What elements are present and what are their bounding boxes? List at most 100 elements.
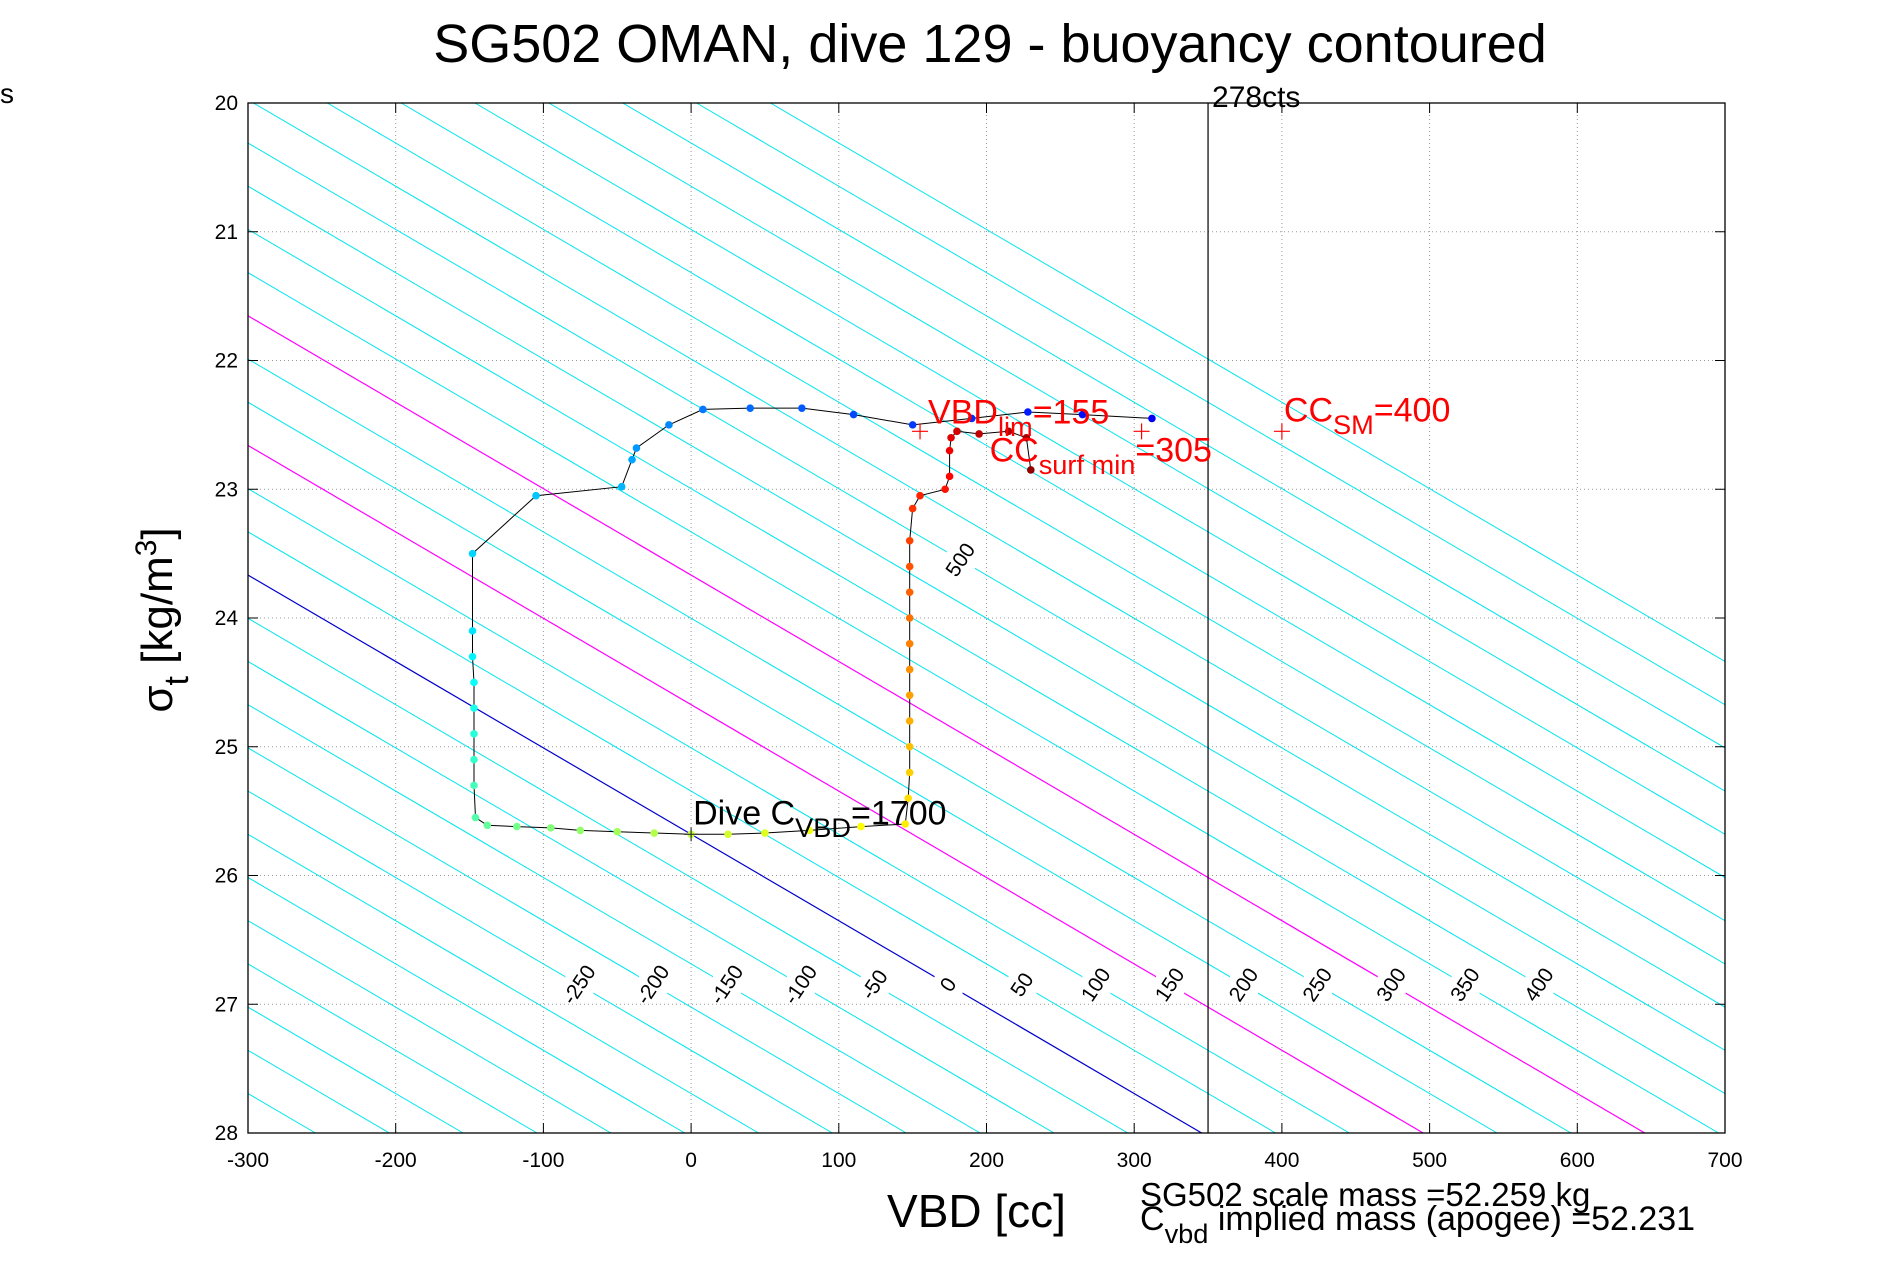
contour-line bbox=[622, 103, 1725, 749]
dive-point bbox=[941, 485, 949, 494]
dive-point bbox=[576, 826, 585, 835]
implied-mass-text: Cvbd implied mass (apogee) =52.231 bbox=[1140, 1200, 1695, 1249]
dive-point bbox=[665, 421, 673, 429]
dive-point bbox=[617, 482, 626, 491]
dive-point bbox=[513, 822, 521, 831]
contour-label-bg bbox=[1229, 970, 1258, 999]
contour-line bbox=[248, 660, 1055, 1133]
dive-point bbox=[975, 430, 983, 438]
dive-point bbox=[471, 813, 480, 822]
contour-line bbox=[696, 103, 1725, 706]
dive-point bbox=[546, 824, 555, 832]
dive-point bbox=[945, 446, 954, 455]
dive-point bbox=[532, 491, 540, 500]
dive-point bbox=[1078, 410, 1087, 419]
x-tick-label: 700 bbox=[1707, 1149, 1742, 1172]
chart-title: SG502 OMAN, dive 129 - buoyancy contoure… bbox=[433, 14, 1547, 74]
y-tick-label: 23 bbox=[215, 478, 238, 501]
contour-line bbox=[248, 833, 759, 1133]
x-axis-label: VBD [cc] bbox=[887, 1185, 1066, 1237]
dive-point bbox=[908, 504, 917, 513]
contour-line bbox=[248, 488, 1350, 1133]
dive-point bbox=[805, 826, 814, 835]
contour-line bbox=[248, 142, 1725, 1008]
contour-line bbox=[548, 103, 1725, 792]
contour-label-bg bbox=[1377, 970, 1406, 999]
dive-point bbox=[470, 781, 478, 790]
y-tick-label: 21 bbox=[215, 221, 238, 244]
dive-point bbox=[1022, 433, 1031, 442]
contour-label-bg bbox=[946, 546, 975, 575]
y-tick-label: 24 bbox=[215, 607, 239, 630]
dive-point bbox=[1148, 414, 1156, 423]
dive-point bbox=[699, 405, 707, 414]
scale-mass-text: SG502 scale mass =52.259 kg bbox=[1140, 1176, 1590, 1213]
contour-label-bg bbox=[565, 970, 594, 999]
y-tick-label: 26 bbox=[215, 865, 238, 888]
dive-point bbox=[724, 830, 732, 839]
x-tick-label: 0 bbox=[685, 1149, 697, 1172]
dive-point bbox=[905, 562, 914, 571]
dive-point bbox=[905, 768, 914, 777]
contour-line bbox=[248, 790, 833, 1133]
y-tick-label: 28 bbox=[215, 1122, 238, 1145]
x-tick-label: -200 bbox=[375, 1149, 417, 1172]
x-tick-label: 300 bbox=[1117, 1149, 1152, 1172]
y-tick-label: 25 bbox=[215, 736, 238, 759]
dive-point bbox=[953, 427, 961, 436]
dive-point bbox=[1004, 427, 1013, 436]
x-tick-label: -100 bbox=[522, 1149, 564, 1172]
x-tick-label: 200 bbox=[969, 1149, 1004, 1172]
dive-point bbox=[468, 627, 477, 635]
dive-point bbox=[470, 730, 478, 738]
dive-point bbox=[905, 614, 914, 622]
x-tick-label: 400 bbox=[1264, 1149, 1299, 1172]
contour-line bbox=[248, 185, 1725, 1051]
dive-point bbox=[945, 472, 954, 481]
dive-point bbox=[905, 742, 914, 751]
dive-point bbox=[632, 444, 641, 452]
contour-label-bg bbox=[786, 970, 815, 999]
dive-point bbox=[849, 410, 858, 419]
dive-point bbox=[905, 717, 914, 725]
contour-line bbox=[248, 876, 685, 1133]
dive-point bbox=[798, 404, 806, 412]
dive-point bbox=[746, 404, 754, 412]
dive-point bbox=[470, 704, 478, 712]
contour-label-bg bbox=[1303, 970, 1332, 999]
contour-line bbox=[474, 103, 1725, 835]
y-tick-label: 27 bbox=[215, 993, 238, 1016]
contour-line bbox=[248, 358, 1572, 1133]
annotation-marker bbox=[912, 423, 929, 440]
dive-point bbox=[761, 829, 769, 837]
dive-marker bbox=[684, 827, 699, 842]
dive-point bbox=[483, 821, 492, 830]
dive-point bbox=[470, 755, 478, 764]
dive-point bbox=[908, 421, 917, 429]
annotation-label: VBDlim=155 bbox=[928, 393, 1109, 442]
y-axis-label: σt [kg/m3] bbox=[130, 527, 196, 712]
contour-line bbox=[248, 617, 1129, 1133]
dive-point bbox=[470, 678, 478, 687]
dive-point bbox=[650, 829, 658, 837]
dive-point bbox=[905, 536, 914, 545]
contour-line bbox=[400, 103, 1725, 879]
dive-point bbox=[613, 827, 622, 836]
dive-point bbox=[916, 491, 924, 500]
contour-line bbox=[248, 920, 612, 1133]
x-tick-label: 500 bbox=[1412, 1149, 1447, 1172]
stray-text: s bbox=[0, 78, 14, 109]
dive-point bbox=[1027, 466, 1035, 474]
x-tick-label: -300 bbox=[227, 1149, 269, 1172]
dive-point bbox=[947, 433, 955, 442]
contour-line bbox=[248, 401, 1498, 1133]
x-tick-label: 600 bbox=[1560, 1149, 1595, 1172]
contour-label-bg bbox=[1082, 970, 1111, 999]
dive-point bbox=[1024, 408, 1032, 416]
annotation-label: CCSM=400 bbox=[1284, 391, 1450, 440]
annotation-marker bbox=[1133, 423, 1150, 440]
dive-point bbox=[967, 414, 976, 423]
contour-label-bg bbox=[713, 970, 742, 999]
annotation-label: CCsurf min=305 bbox=[990, 431, 1212, 480]
